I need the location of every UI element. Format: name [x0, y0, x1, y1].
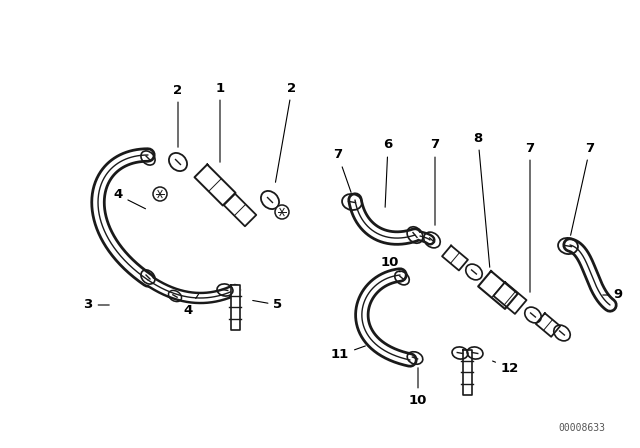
Text: 1: 1	[216, 82, 225, 162]
Text: 7: 7	[571, 142, 595, 235]
Text: 4: 4	[184, 294, 198, 316]
Text: 10: 10	[409, 368, 427, 406]
Circle shape	[275, 205, 289, 219]
Polygon shape	[463, 350, 472, 395]
Polygon shape	[442, 246, 468, 271]
Text: 7: 7	[525, 142, 534, 292]
Text: 6: 6	[383, 138, 392, 207]
Circle shape	[153, 187, 167, 201]
Text: 00008633: 00008633	[559, 423, 605, 433]
Polygon shape	[478, 271, 518, 309]
Polygon shape	[224, 194, 256, 226]
Text: 3: 3	[83, 298, 109, 311]
Text: 5: 5	[253, 298, 283, 311]
Text: 2: 2	[275, 82, 296, 182]
Polygon shape	[230, 285, 239, 330]
Text: 11: 11	[331, 346, 365, 362]
Text: 10: 10	[381, 255, 400, 272]
Polygon shape	[493, 282, 527, 314]
Text: 12: 12	[493, 361, 519, 375]
Polygon shape	[536, 313, 560, 337]
Text: 4: 4	[113, 189, 145, 209]
Text: 9: 9	[603, 289, 623, 302]
Text: 2: 2	[173, 83, 182, 147]
Text: 8: 8	[474, 132, 490, 267]
Polygon shape	[195, 164, 236, 206]
Text: 7: 7	[333, 148, 351, 192]
Text: 7: 7	[431, 138, 440, 225]
